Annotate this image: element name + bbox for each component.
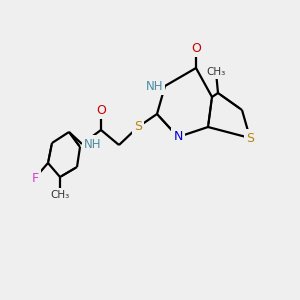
- Text: S: S: [134, 121, 142, 134]
- Text: N: N: [173, 130, 183, 143]
- Text: CH₃: CH₃: [50, 190, 70, 200]
- Text: NH: NH: [146, 80, 163, 92]
- Text: NH: NH: [84, 137, 101, 151]
- Text: F: F: [32, 172, 39, 184]
- Text: S: S: [246, 131, 254, 145]
- Text: O: O: [191, 41, 201, 55]
- Text: O: O: [96, 103, 106, 116]
- Text: CH₃: CH₃: [206, 67, 226, 77]
